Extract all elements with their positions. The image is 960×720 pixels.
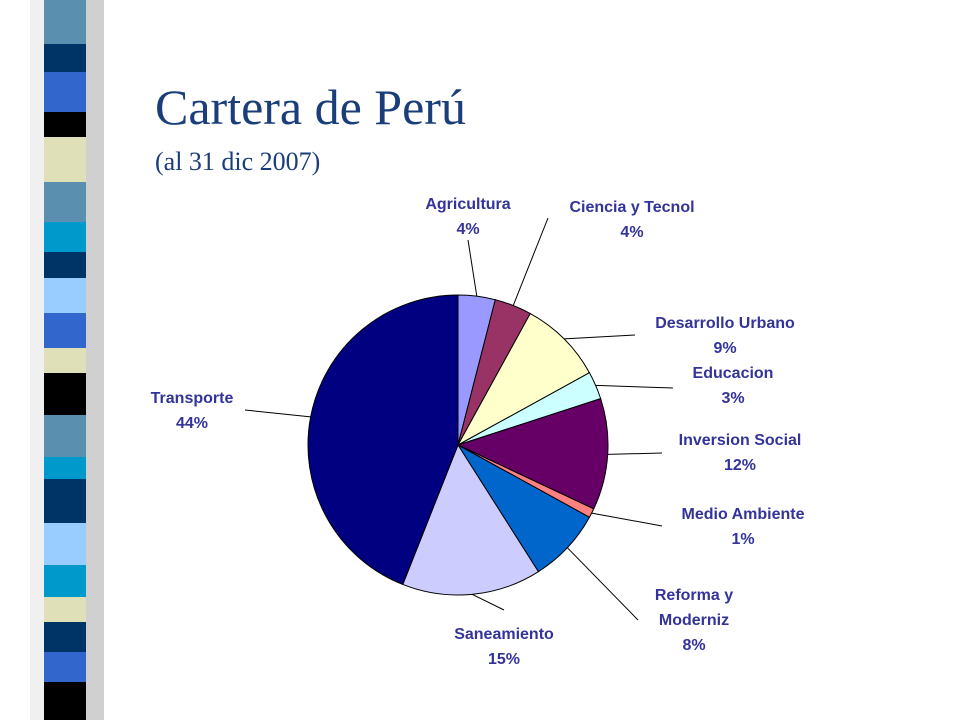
subtitle: (al 31 dic 2007) bbox=[155, 147, 320, 176]
category-label: Medio Ambiente bbox=[681, 506, 805, 523]
value-label: 1% bbox=[731, 531, 755, 548]
category-label: Saneamiento bbox=[454, 626, 554, 643]
category-label: Inversion Social bbox=[678, 432, 802, 449]
value-label: 15% bbox=[487, 651, 521, 668]
side-stripe bbox=[30, 0, 104, 720]
slice-label: Ciencia y Tecnol 4% bbox=[569, 195, 694, 245]
value-label: 4% bbox=[620, 224, 644, 241]
slice-label: Transporte 44% bbox=[151, 386, 234, 436]
leader-line bbox=[471, 593, 505, 611]
leader-line bbox=[607, 452, 663, 455]
pie-slice bbox=[456, 398, 609, 510]
pie-slice bbox=[402, 443, 540, 596]
slice-label: Reforma y Moderniz 8% bbox=[644, 583, 744, 658]
value-label: 12% bbox=[723, 457, 757, 474]
value-label: 44% bbox=[175, 415, 209, 432]
leader-line bbox=[595, 384, 674, 389]
category-label: Educacion bbox=[692, 365, 774, 382]
slice-label: Medio Ambiente 1% bbox=[682, 502, 805, 552]
slice-label: Inversion Social 12% bbox=[679, 428, 802, 478]
value-label: 9% bbox=[713, 340, 737, 357]
category-label: Reforma y Moderniz bbox=[654, 587, 734, 629]
pie-slice bbox=[307, 294, 459, 586]
category-label: Agricultura bbox=[425, 196, 511, 213]
leader-line bbox=[244, 409, 311, 418]
value-label: 4% bbox=[456, 221, 480, 238]
value-label: 8% bbox=[682, 637, 706, 654]
category-label: Ciencia y Tecnol bbox=[569, 199, 695, 216]
slice-label: Desarrollo Urbano 9% bbox=[655, 311, 795, 361]
category-label: Desarrollo Urbano bbox=[655, 315, 795, 332]
value-label: 3% bbox=[721, 390, 745, 407]
pie-slice bbox=[456, 312, 591, 447]
leader-line bbox=[591, 512, 663, 527]
leader-line bbox=[564, 334, 636, 340]
leader-line bbox=[467, 239, 478, 297]
slice-label: Educacion 3% bbox=[693, 361, 774, 411]
leader-line bbox=[566, 547, 639, 621]
slice-label: Agricultura 4% bbox=[425, 192, 510, 242]
slice-label: Saneamiento 15% bbox=[454, 622, 554, 672]
title: Cartera de Perú bbox=[155, 79, 466, 135]
leader-line bbox=[512, 217, 549, 306]
category-label: Transporte bbox=[150, 390, 234, 407]
